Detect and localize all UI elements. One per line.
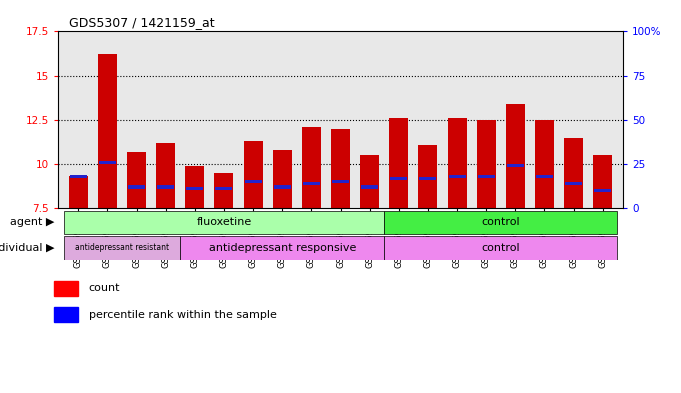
- Bar: [274, 185, 291, 189]
- Bar: [384, 236, 617, 260]
- Bar: [361, 185, 378, 189]
- Bar: [54, 307, 78, 322]
- Bar: [244, 141, 263, 208]
- Bar: [390, 176, 407, 180]
- Bar: [244, 180, 262, 184]
- Bar: [506, 104, 525, 208]
- Bar: [273, 150, 291, 208]
- Bar: [332, 180, 349, 184]
- Text: count: count: [89, 283, 120, 294]
- Bar: [64, 211, 384, 234]
- Text: control: control: [481, 217, 520, 228]
- Bar: [69, 175, 86, 178]
- Bar: [157, 185, 174, 189]
- Bar: [564, 138, 583, 208]
- Text: individual ▶: individual ▶: [0, 243, 54, 253]
- Bar: [477, 120, 496, 208]
- Bar: [384, 211, 617, 234]
- Bar: [64, 236, 180, 260]
- Bar: [536, 175, 553, 178]
- Bar: [360, 155, 379, 208]
- Bar: [69, 176, 88, 208]
- Text: control: control: [481, 243, 520, 253]
- Bar: [303, 182, 320, 185]
- Bar: [449, 175, 466, 178]
- Bar: [215, 187, 232, 191]
- Bar: [98, 55, 117, 208]
- Bar: [419, 176, 437, 180]
- Bar: [127, 152, 146, 208]
- Bar: [215, 173, 234, 208]
- Bar: [156, 143, 175, 208]
- Bar: [595, 189, 612, 192]
- Text: percentile rank within the sample: percentile rank within the sample: [89, 310, 276, 320]
- Bar: [535, 120, 554, 208]
- Bar: [477, 175, 494, 178]
- Bar: [418, 145, 437, 208]
- Bar: [54, 281, 78, 296]
- Bar: [99, 161, 116, 164]
- Bar: [593, 155, 612, 208]
- Text: agent ▶: agent ▶: [10, 217, 54, 228]
- Text: fluoxetine: fluoxetine: [196, 217, 251, 228]
- Bar: [507, 164, 524, 167]
- Bar: [185, 166, 204, 208]
- Bar: [390, 118, 408, 208]
- Bar: [331, 129, 350, 208]
- Bar: [302, 127, 321, 208]
- Bar: [187, 187, 204, 191]
- Bar: [447, 118, 466, 208]
- Text: GDS5307 / 1421159_at: GDS5307 / 1421159_at: [69, 16, 215, 29]
- Text: antidepressant resistant: antidepressant resistant: [75, 244, 169, 252]
- Bar: [180, 236, 384, 260]
- Text: antidepressant responsive: antidepressant responsive: [208, 243, 356, 253]
- Bar: [565, 182, 582, 185]
- Bar: [128, 185, 145, 189]
